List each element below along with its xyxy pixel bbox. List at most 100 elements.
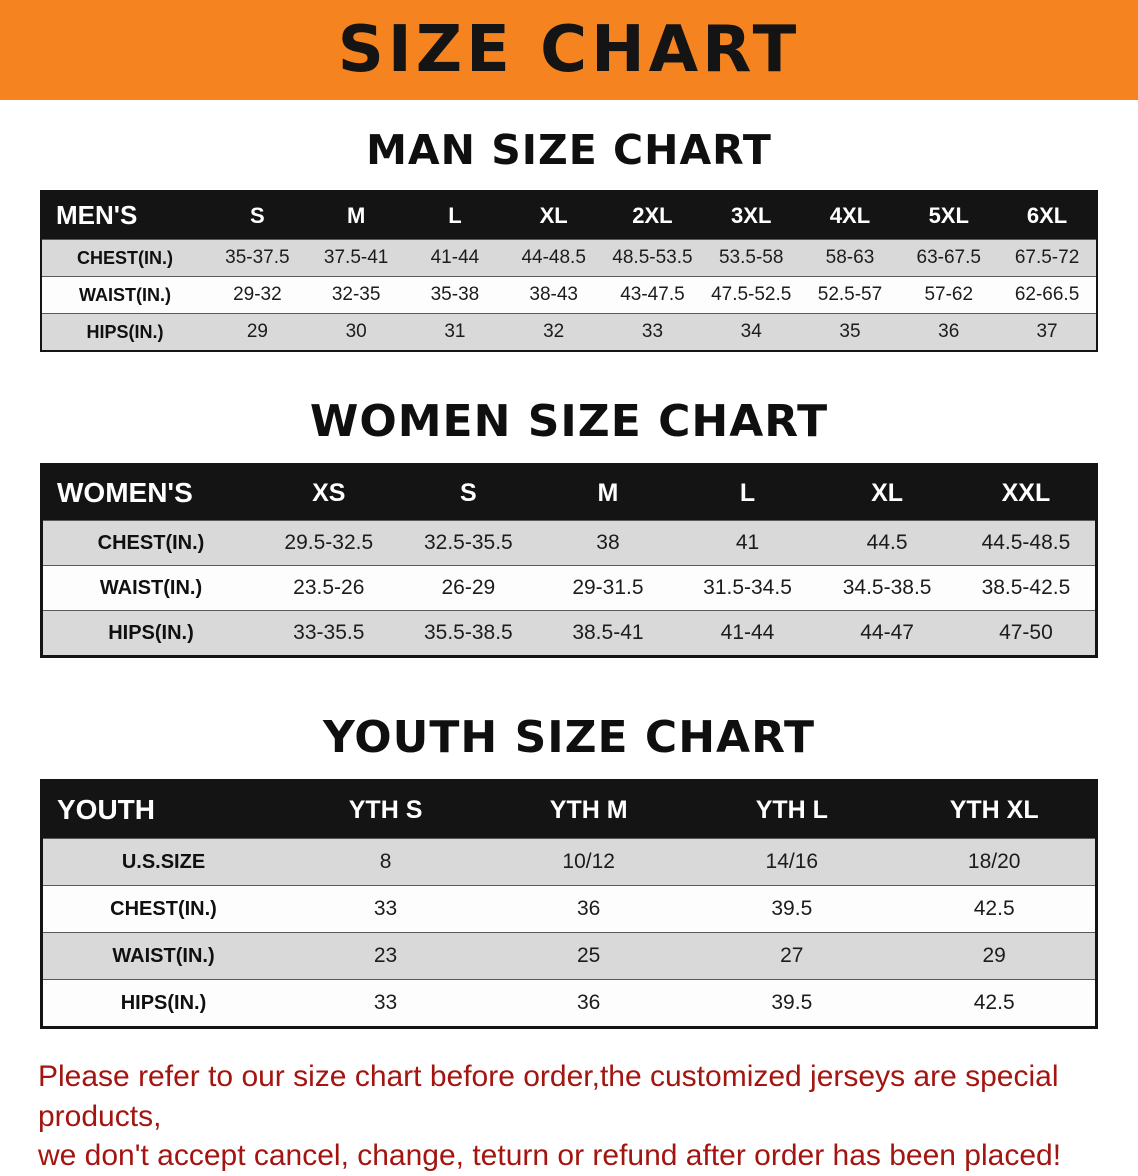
measure-value: 10/12	[487, 838, 691, 886]
measure-value: 8	[284, 838, 488, 886]
measure-value: 52.5-57	[800, 276, 900, 314]
measure-value: 67.5-72	[998, 239, 1097, 277]
table-row: U.S.SIZE 8 10/12 14/16 18/20	[41, 838, 1097, 886]
measure-value: 32-35	[306, 276, 406, 314]
measure-value: 44.5-48.5	[956, 520, 1097, 566]
measure-label: HIPS(IN.)	[41, 313, 208, 351]
measure-value: 42.5	[893, 979, 1097, 1028]
table-row: CHEST(IN.) 33 36 39.5 42.5	[41, 885, 1097, 933]
measure-value: 53.5-58	[701, 239, 801, 277]
measure-value: 26-29	[398, 565, 539, 611]
measure-label: HIPS(IN.)	[41, 610, 259, 657]
measure-value: 39.5	[690, 979, 894, 1028]
measure-value: 44-47	[817, 610, 957, 657]
measure-value: 34.5-38.5	[817, 565, 957, 611]
measure-value: 47.5-52.5	[701, 276, 801, 314]
measure-value: 43-47.5	[603, 276, 702, 314]
table-row: HIPS(IN.) 33 36 39.5 42.5	[41, 979, 1097, 1028]
table-corner-label: WOMEN'S	[41, 464, 259, 521]
measure-value: 29-31.5	[538, 565, 678, 611]
size-column-header: YTH M	[487, 780, 691, 839]
size-column-header: XXL	[956, 464, 1097, 521]
measure-value: 37.5-41	[306, 239, 406, 277]
measure-value: 31.5-34.5	[677, 565, 818, 611]
table-row: WAIST(IN.) 23.5-26 26-29 29-31.5 31.5-34.5 34…	[41, 565, 1097, 611]
measure-value: 35-38	[405, 276, 505, 314]
measure-value: 25	[487, 932, 691, 980]
measure-value: 18/20	[893, 838, 1097, 886]
table-header-row: WOMEN'S XS S M L XL XXL	[41, 464, 1097, 521]
measure-value: 32.5-35.5	[398, 520, 539, 566]
disclaimer: Please refer to our size chart before or…	[38, 1057, 1108, 1176]
measure-value: 29-32	[208, 276, 307, 314]
table-row: HIPS(IN.) 33-35.5 35.5-38.5 38.5-41 41-44 44-…	[41, 610, 1097, 657]
table-row: HIPS(IN.) 29 30 31 32 33 34 35 36 37	[41, 313, 1097, 351]
measure-label: CHEST(IN.)	[41, 885, 284, 933]
measure-value: 36	[899, 313, 999, 351]
disclaimer-line-1: Please refer to our size chart before or…	[38, 1060, 1059, 1133]
table-corner-label: MEN'S	[41, 191, 208, 240]
measure-value: 32	[504, 313, 604, 351]
measure-value: 39.5	[690, 885, 894, 933]
size-column-header: XL	[817, 464, 957, 521]
size-column-header: 2XL	[603, 191, 702, 240]
measure-value: 41	[677, 520, 818, 566]
women-section-heading: WOMEN SIZE CHART	[309, 396, 829, 447]
measure-value: 38.5-41	[538, 610, 678, 657]
measure-value: 23	[284, 932, 488, 980]
size-column-header: S	[398, 464, 539, 521]
measure-label: WAIST(IN.)	[41, 565, 259, 611]
measure-value: 33	[284, 885, 488, 933]
size-column-header: 6XL	[998, 191, 1097, 240]
measure-value: 31	[405, 313, 505, 351]
size-column-header: YTH S	[284, 780, 488, 839]
table-row: CHEST(IN.) 35-37.5 37.5-41 41-44 44-48.5 48.5…	[41, 239, 1097, 277]
youth-section-heading: YOUTH SIZE CHART	[322, 712, 815, 763]
measure-value: 62-66.5	[998, 276, 1097, 314]
table-corner-label: YOUTH	[41, 780, 284, 839]
measure-value: 63-67.5	[899, 239, 999, 277]
man-section-heading: MAN SIZE CHART	[366, 126, 772, 174]
measure-value: 37	[998, 313, 1097, 351]
measure-value: 38-43	[504, 276, 604, 314]
measure-value: 30	[306, 313, 406, 351]
measure-label: CHEST(IN.)	[41, 239, 208, 277]
measure-value: 41-44	[405, 239, 505, 277]
youth-size-table: YOUTH YTH S YTH M YTH L YTH XL U.S.SIZE 8 10/12…	[40, 779, 1098, 1029]
size-column-header: XS	[259, 464, 399, 521]
measure-value: 42.5	[893, 885, 1097, 933]
measure-value: 35.5-38.5	[398, 610, 539, 657]
table-header-row: MEN'S S M L XL 2XL 3XL 4XL 5XL 6XL	[41, 191, 1097, 240]
measure-label: HIPS(IN.)	[41, 979, 284, 1028]
measure-value: 38	[538, 520, 678, 566]
measure-value: 29	[208, 313, 307, 351]
size-column-header: 3XL	[701, 191, 801, 240]
measure-label: WAIST(IN.)	[41, 932, 284, 980]
table-row: WAIST(IN.) 23 25 27 29	[41, 932, 1097, 980]
size-column-header: M	[538, 464, 678, 521]
disclaimer-line-2: we don't accept cancel, change, teturn o…	[38, 1139, 1062, 1173]
measure-value: 23.5-26	[259, 565, 399, 611]
size-column-header: YTH L	[690, 780, 894, 839]
measure-value: 47-50	[956, 610, 1097, 657]
measure-value: 35-37.5	[208, 239, 307, 277]
measure-label: WAIST(IN.)	[41, 276, 208, 314]
measure-value: 41-44	[677, 610, 818, 657]
measure-label: CHEST(IN.)	[41, 520, 259, 566]
size-column-header: L	[677, 464, 818, 521]
measure-value: 29	[893, 932, 1097, 980]
size-column-header: 5XL	[899, 191, 999, 240]
table-header-row: YOUTH YTH S YTH M YTH L YTH XL	[41, 780, 1097, 839]
women-size-table: WOMEN'S XS S M L XL XXL CHEST(IN.) 29.5-32.5 32.5…	[40, 463, 1098, 658]
measure-value: 27	[690, 932, 894, 980]
size-column-header: 4XL	[800, 191, 900, 240]
measure-label: U.S.SIZE	[41, 838, 284, 886]
measure-value: 57-62	[899, 276, 999, 314]
men-size-table: MEN'S S M L XL 2XL 3XL 4XL 5XL 6XL CHEST(IN.) 35-37…	[40, 190, 1098, 352]
size-column-header: XL	[504, 191, 604, 240]
table-row: CHEST(IN.) 29.5-32.5 32.5-35.5 38 41 44.5 44.5…	[41, 520, 1097, 566]
measure-value: 29.5-32.5	[259, 520, 399, 566]
size-column-header: S	[208, 191, 307, 240]
table-row: WAIST(IN.) 29-32 32-35 35-38 38-43 43-47.5 47.…	[41, 276, 1097, 314]
measure-value: 38.5-42.5	[956, 565, 1097, 611]
